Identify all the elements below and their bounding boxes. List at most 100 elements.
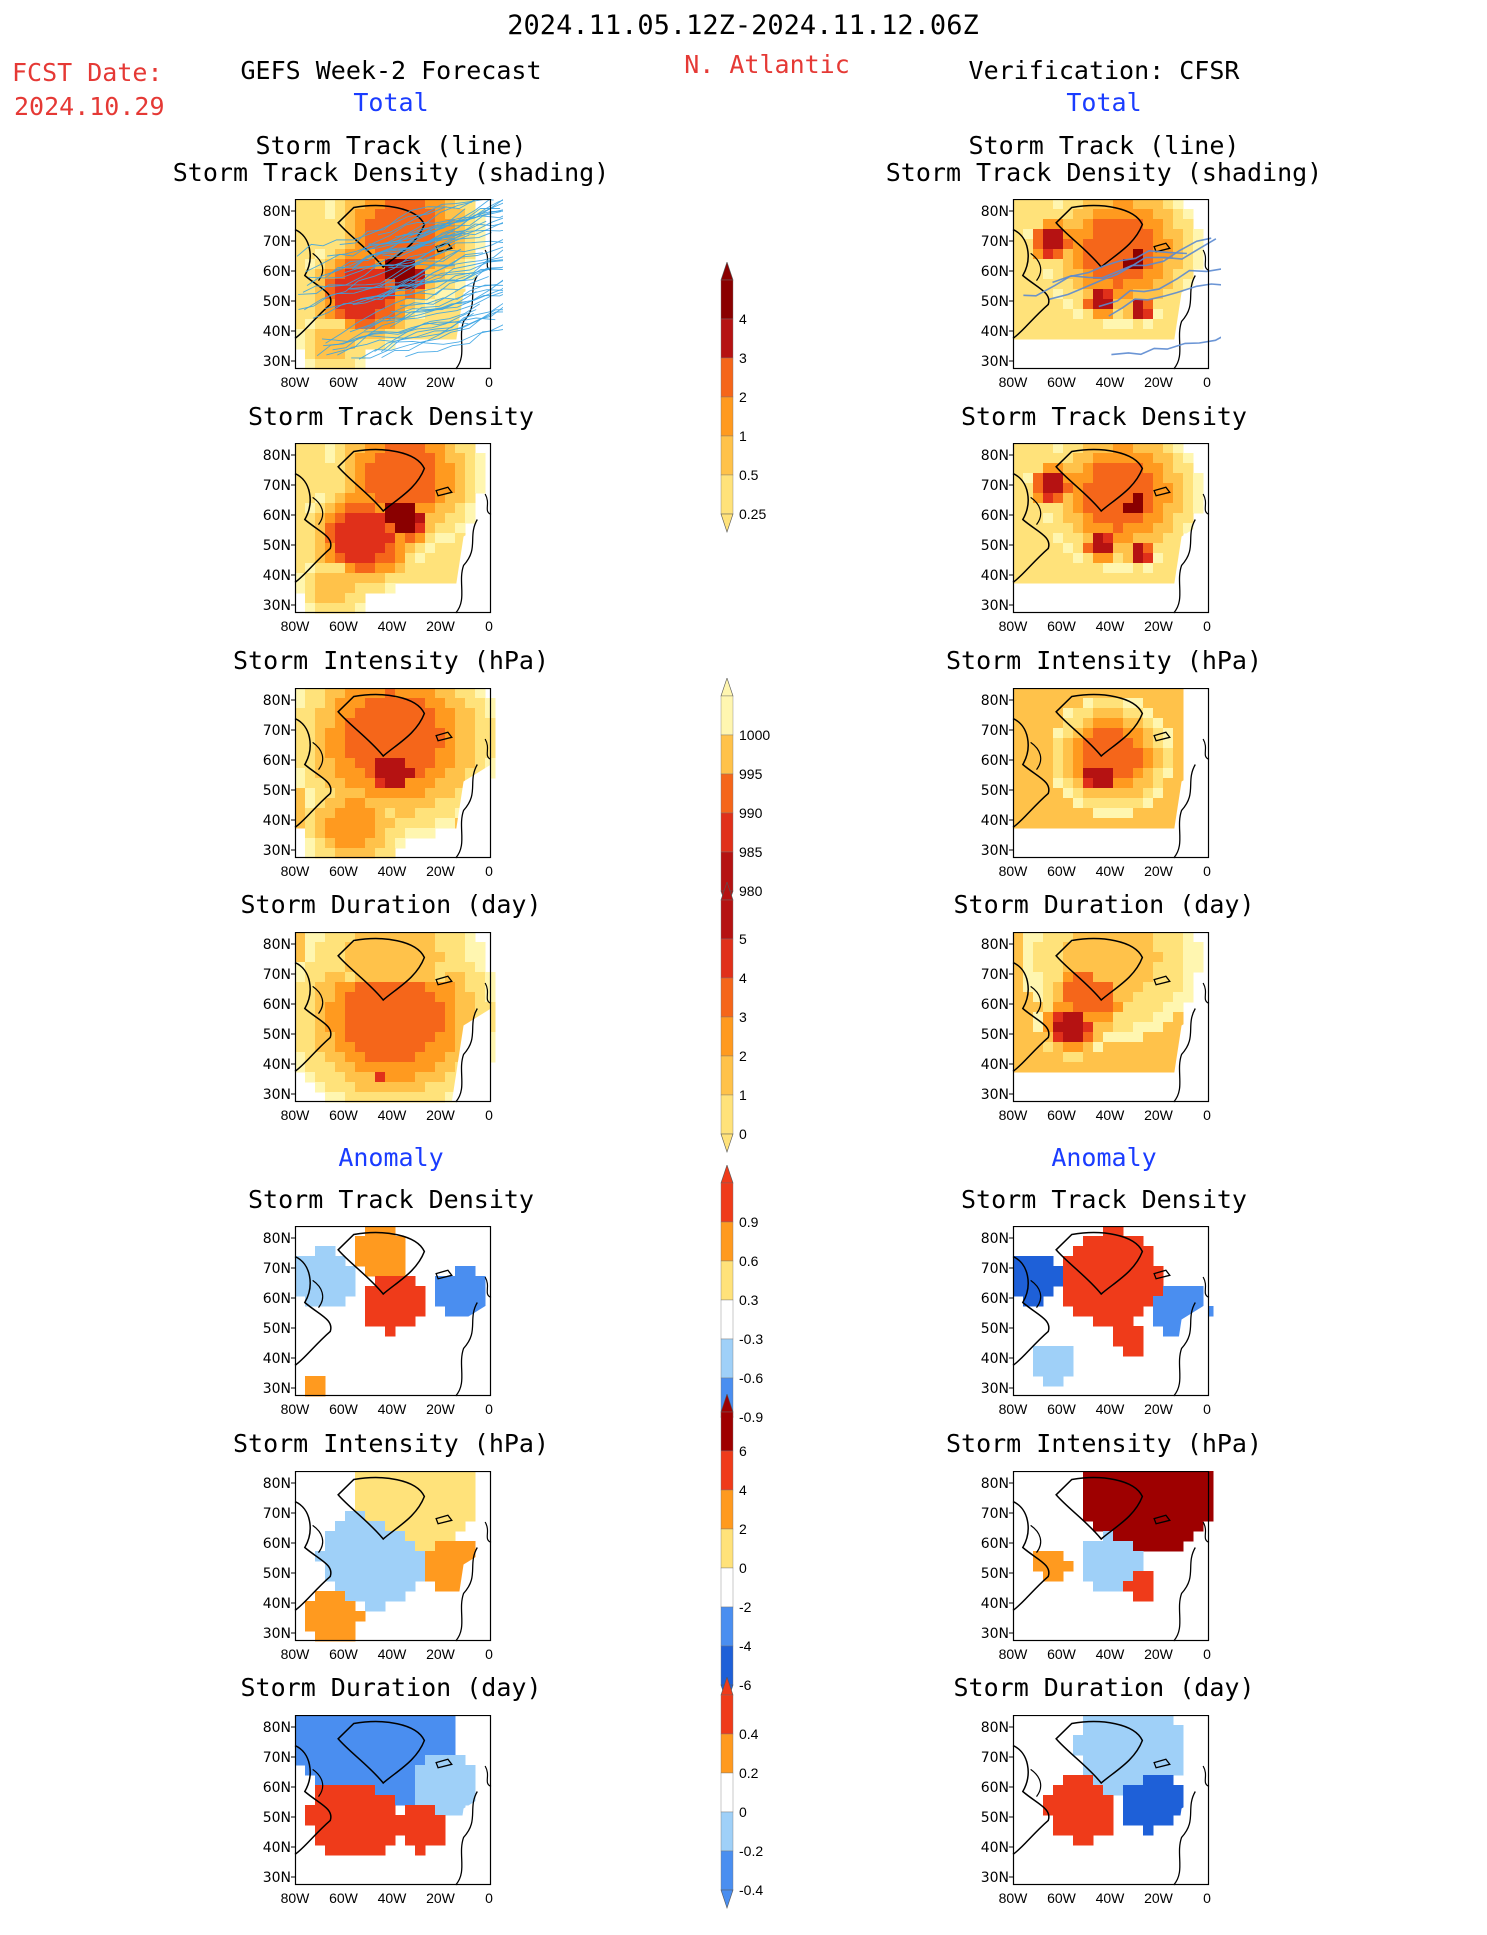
lat-tick-label: 70N [263, 1506, 291, 1522]
region-title: N. Atlantic [684, 50, 850, 79]
lat-tick-label: 70N [263, 1750, 291, 1766]
map-field [294, 931, 496, 1103]
lon-tick-label: 0 [1203, 1401, 1211, 1417]
colorbar-label: 5 [739, 931, 747, 947]
lat-tick-label: 30N [263, 354, 291, 370]
lon-tick-label: 80W [999, 1401, 1029, 1417]
lat-tick-label: 50N [263, 1321, 291, 1337]
verification-column-title: Verification: CFSR [968, 56, 1240, 85]
lat-tick-label: 60N [263, 1291, 291, 1307]
lat-tick-label: 30N [981, 598, 1009, 614]
lon-tick-label: 80W [999, 1890, 1029, 1906]
lon-tick-label: 60W [329, 1646, 359, 1662]
lat-tick-label: 60N [263, 1536, 291, 1552]
forecast-anomaly-label: Anomaly [338, 1143, 444, 1172]
colorbar-label: 4 [739, 970, 747, 986]
lat-tick-label: 30N [981, 843, 1009, 859]
lat-tick-label: 70N [263, 967, 291, 983]
lat-tick-label: 80N [263, 1720, 291, 1736]
lat-tick-label: 30N [981, 1626, 1009, 1642]
lon-tick-label: 40W [378, 1646, 408, 1662]
lat-tick-label: 80N [981, 448, 1009, 464]
map-svg: 80N 70N 60N 50N 40N 30N 80W 60W 40W 20W 0 [263, 1225, 493, 1417]
map-svg: 80N 70N 60N 50N 40N 30N 80W 60W 40W 20W 0 [263, 1470, 493, 1662]
lat-tick-label: 60N [981, 1780, 1009, 1796]
colorbar-label: -0.4 [739, 1882, 763, 1898]
map-panel: 80N 70N 60N 50N 40N 30N 80W 60W 40W 20W 0 [965, 442, 1221, 637]
panel-title: Storm Track Density [248, 1185, 534, 1214]
colorbar-label: 0.3 [739, 1292, 759, 1308]
lat-tick-label: 60N [981, 264, 1009, 280]
colorbar-label: 2 [739, 389, 747, 405]
colorbar-label: 3 [739, 1009, 747, 1025]
map-panel: 80N 70N 60N 50N 40N 30N 80W 60W 40W 20W 0 [965, 1225, 1221, 1420]
verification-total-label: Total [1066, 88, 1142, 117]
lat-tick-label: 80N [263, 1476, 291, 1492]
lat-tick-label: 60N [981, 508, 1009, 524]
lon-tick-label: 40W [378, 618, 408, 634]
lat-tick-label: 30N [263, 598, 291, 614]
map-field [1012, 442, 1210, 614]
colorbar-label: 4 [739, 311, 747, 327]
colorbar-label: 0.25 [739, 506, 766, 522]
colorbar-label: -0.2 [739, 1843, 763, 1859]
lat-tick-label: 70N [263, 234, 291, 250]
lat-tick-label: 70N [981, 1750, 1009, 1766]
panel-title: Storm Track (line) [255, 131, 527, 160]
lat-tick-label: 50N [263, 538, 291, 554]
panel-title: Storm Duration (day) [953, 1673, 1255, 1702]
lat-tick-label: 80N [981, 204, 1009, 220]
lat-tick-label: 60N [981, 753, 1009, 769]
lat-tick-label: 30N [981, 1087, 1009, 1103]
lat-tick-label: 50N [263, 1810, 291, 1826]
lon-tick-label: 80W [281, 618, 311, 634]
lat-tick-label: 30N [263, 1381, 291, 1397]
map-panel: 80N 70N 60N 50N 40N 30N 80W 60W 40W 20W 0 [965, 1470, 1221, 1665]
lat-tick-label: 80N [263, 693, 291, 709]
lat-tick-label: 70N [981, 234, 1009, 250]
colorbar-label: -0.9 [739, 1409, 763, 1425]
lat-tick-label: 80N [981, 1476, 1009, 1492]
panel-title: Storm Track (line) [968, 131, 1240, 160]
lat-tick-label: 30N [981, 354, 1009, 370]
lon-tick-label: 40W [378, 863, 408, 879]
map-svg: 80N 70N 60N 50N 40N 30N 80W 60W 40W 20W 0 [981, 1714, 1211, 1906]
colorbar-label: 1 [739, 428, 747, 444]
lat-tick-label: 70N [981, 1261, 1009, 1277]
lat-tick-label: 40N [981, 568, 1009, 584]
lon-tick-label: 40W [1096, 1107, 1126, 1123]
map-svg: 80N 70N 60N 50N 40N 30N 80W 60W 40W 20W 0 [981, 687, 1211, 879]
lon-tick-label: 20W [1144, 374, 1174, 390]
lat-tick-label: 80N [263, 204, 291, 220]
lon-tick-label: 60W [329, 863, 359, 879]
lat-tick-label: 50N [981, 1566, 1009, 1582]
colorbar-label: 995 [739, 766, 763, 782]
lon-tick-label: 80W [281, 374, 311, 390]
lon-tick-label: 20W [426, 374, 456, 390]
lat-tick-label: 80N [981, 1231, 1009, 1247]
period-title: 2024.11.05.12Z-2024.11.12.06Z [507, 10, 979, 41]
verification-anomaly-label: Anomaly [1051, 1143, 1157, 1172]
colorbar-label: 1 [739, 1087, 747, 1103]
lat-tick-label: 40N [981, 1596, 1009, 1612]
map-field [294, 1225, 492, 1397]
colorbar-duration-total: 5 4 3 2 1 0 [715, 881, 805, 1179]
colorbar-label: -0.6 [739, 1370, 763, 1386]
map-field [294, 1470, 492, 1642]
lon-tick-label: 0 [485, 1890, 493, 1906]
lon-tick-label: 0 [485, 863, 493, 879]
panel-title: Storm Track Density (shading) [885, 158, 1323, 187]
panel-title: Storm Duration (day) [953, 890, 1255, 919]
colorbar-density-anom: 0.9 0.6 0.3 -0.3 -0.6 -0.9 [715, 1164, 805, 1462]
lat-tick-label: 60N [263, 508, 291, 524]
lon-tick-label: 80W [281, 1107, 311, 1123]
colorbar-label: 0.5 [739, 467, 759, 483]
lon-tick-label: 80W [999, 618, 1029, 634]
lon-tick-label: 80W [281, 1401, 311, 1417]
lon-tick-label: 80W [999, 863, 1029, 879]
map-panel: 80N 70N 60N 50N 40N 30N 80W 60W 40W 20W 0 [965, 687, 1221, 882]
lat-tick-label: 30N [263, 1626, 291, 1642]
lon-tick-label: 40W [1096, 1646, 1126, 1662]
lon-tick-label: 40W [1096, 374, 1126, 390]
colorbar-label: 0 [739, 1126, 747, 1142]
